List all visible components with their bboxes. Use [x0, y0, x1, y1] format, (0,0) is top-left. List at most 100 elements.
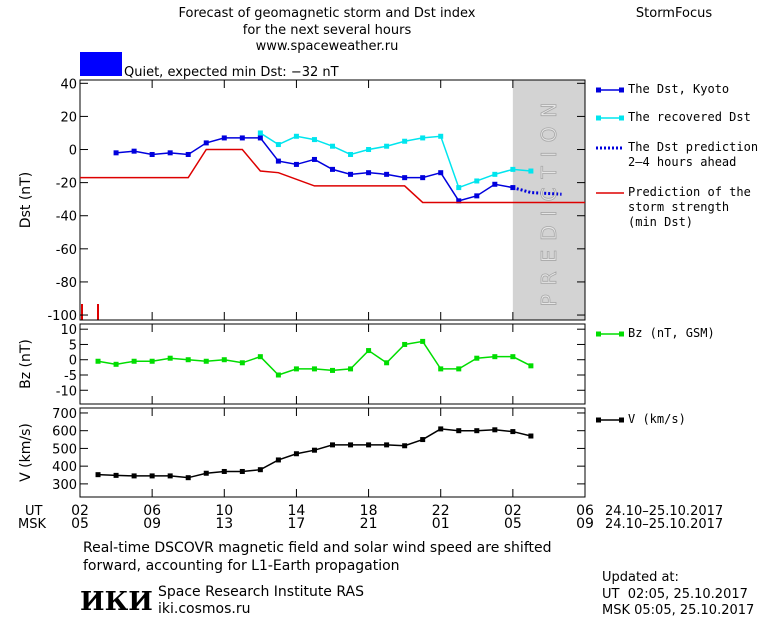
- point: [384, 171, 390, 177]
- plot-frame: [79, 79, 586, 321]
- y-tick-label: -5: [64, 369, 77, 384]
- point: [113, 472, 119, 478]
- y-tick-label: 5: [69, 338, 77, 353]
- point: [402, 138, 408, 144]
- point: [492, 354, 498, 360]
- point: [348, 442, 354, 448]
- point: [275, 372, 281, 378]
- institute: Space Research Institute RAS: [158, 584, 364, 600]
- point: [185, 357, 191, 363]
- point: [402, 341, 408, 347]
- y-tick-label: -60: [56, 243, 77, 258]
- point: [293, 161, 299, 167]
- point: [402, 443, 408, 449]
- point: [203, 470, 209, 476]
- url: iki.cosmos.ru: [158, 601, 250, 617]
- x-tick-label: 18: [360, 503, 378, 519]
- point: [185, 475, 191, 481]
- y-tick-label: 600: [52, 425, 77, 440]
- point: [528, 363, 534, 369]
- point: [348, 366, 354, 372]
- point: [510, 166, 516, 172]
- point: [384, 360, 390, 366]
- point: [348, 151, 354, 157]
- point: [474, 193, 480, 199]
- point: [275, 457, 281, 463]
- prediction-label: PREDICTION: [537, 94, 561, 307]
- point: [366, 442, 372, 448]
- point: [221, 135, 227, 141]
- legend-marker: [596, 331, 601, 337]
- point: [275, 142, 281, 148]
- y-tick-label: 20: [60, 110, 77, 125]
- point: [420, 437, 426, 443]
- point: [239, 468, 245, 474]
- legend-marker: [596, 417, 601, 423]
- y-tick-label: 10: [60, 323, 77, 338]
- note: forward, accounting for L1-Earth propaga…: [83, 558, 400, 574]
- point: [384, 442, 390, 448]
- y-tick-label: 0: [69, 144, 77, 159]
- point: [456, 198, 462, 204]
- x-tick-label-msk: 17: [288, 516, 306, 532]
- point: [402, 175, 408, 181]
- point: [474, 428, 480, 434]
- series-line: [80, 148, 585, 204]
- y-tick-label: 400: [52, 460, 77, 475]
- x-tick-label: 10: [215, 503, 233, 519]
- point: [113, 361, 119, 367]
- x-tick-label: 02: [504, 503, 522, 519]
- point: [438, 426, 444, 432]
- legend-marker: [596, 115, 601, 121]
- point: [239, 135, 245, 141]
- prediction-region: [512, 80, 585, 320]
- x-tick-label: 22: [432, 503, 450, 519]
- point: [474, 355, 480, 361]
- point: [330, 143, 335, 149]
- point: [456, 366, 462, 372]
- point: [311, 137, 317, 143]
- y-axis-label: Dst (nT): [18, 172, 34, 228]
- point: [149, 151, 155, 157]
- point: [95, 358, 101, 364]
- y-tick-label: 40: [60, 77, 77, 92]
- updated-ut: UT 02:05, 25.10.2017: [602, 587, 748, 602]
- date-range: 24.10–25.10.2017: [605, 504, 723, 519]
- point: [311, 447, 317, 453]
- y-tick-label: 0: [69, 354, 77, 369]
- y-tick-label: 500: [52, 442, 77, 457]
- point: [167, 473, 173, 479]
- x-tick-label: 06: [576, 503, 594, 519]
- point: [203, 140, 209, 146]
- point: [221, 357, 227, 363]
- y-axis-label: Bz (nT): [18, 339, 34, 389]
- point: [131, 148, 137, 154]
- x-tick-label-msk: 05: [71, 516, 89, 532]
- point: [366, 170, 372, 176]
- point: [384, 143, 390, 149]
- point: [420, 135, 426, 141]
- y-tick-label: -80: [56, 276, 77, 291]
- updated: Updated at:: [602, 570, 679, 585]
- point: [257, 354, 263, 360]
- title-line: Forecast of geomagnetic storm and Dst in…: [178, 6, 475, 21]
- series-line: [98, 428, 532, 479]
- point: [203, 358, 209, 364]
- point: [528, 168, 534, 174]
- title-line: for the next several hours: [243, 23, 412, 38]
- x-tick-label-msk: 21: [360, 516, 378, 532]
- point: [221, 468, 227, 474]
- point: [293, 451, 299, 457]
- point: [420, 175, 426, 181]
- plot-frame: [79, 323, 586, 405]
- plot-frame: [79, 407, 586, 498]
- point: [185, 151, 191, 157]
- point: [438, 366, 444, 372]
- point: [311, 366, 317, 372]
- ut-label: UT: [25, 504, 43, 519]
- y-axis-label: V (km/s): [18, 423, 34, 482]
- point: [330, 166, 335, 172]
- point: [510, 429, 516, 435]
- status-box: [80, 52, 122, 76]
